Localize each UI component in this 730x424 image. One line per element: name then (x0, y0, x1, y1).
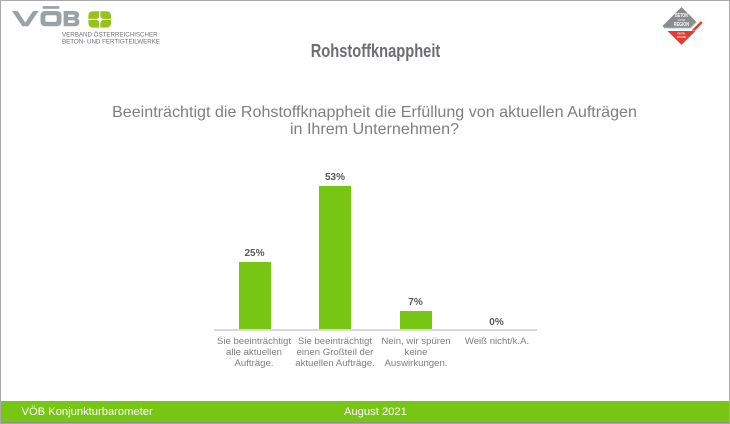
svg-text:EIN TEIL: EIN TEIL (677, 34, 685, 36)
svg-text:AUS DER: AUS DER (678, 19, 686, 22)
svg-text:REGION: REGION (674, 22, 689, 28)
svg-text:BETON- UND FERTIGTEILWERKE: BETON- UND FERTIGTEILWERKE (62, 38, 160, 45)
svg-text:VOM LAND: VOM LAND (677, 36, 686, 39)
svg-text:VERBAND ÖSTERREICHISCHER: VERBAND ÖSTERREICHISCHER (62, 32, 158, 39)
svg-text:BETON: BETON (675, 13, 688, 19)
